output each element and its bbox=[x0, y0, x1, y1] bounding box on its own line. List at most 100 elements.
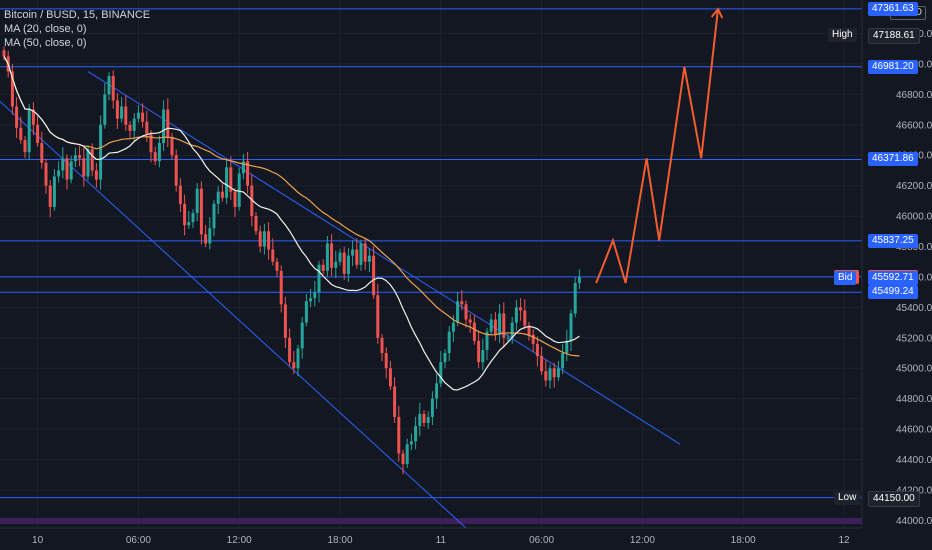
candle-body bbox=[443, 353, 447, 363]
candle-body bbox=[565, 340, 569, 354]
candle-body bbox=[73, 155, 77, 162]
candle-body bbox=[271, 249, 275, 262]
candle-body bbox=[409, 441, 413, 445]
candle-body bbox=[229, 167, 233, 192]
candle-body bbox=[388, 368, 392, 387]
trend-line bbox=[0, 100, 467, 529]
candle-body bbox=[472, 322, 476, 341]
ma20-legend[interactable]: MA (20, close, 0) bbox=[4, 23, 87, 35]
price-tag: 44150.00 bbox=[868, 490, 920, 507]
candle-body bbox=[540, 356, 544, 372]
candle-body bbox=[523, 310, 527, 326]
candle-body bbox=[510, 322, 514, 338]
price-tag: 46981.20 bbox=[868, 59, 918, 74]
candle-body bbox=[258, 231, 262, 247]
projection-path bbox=[595, 9, 719, 284]
candle-body bbox=[174, 155, 178, 186]
price-tick-label: 44800.00 bbox=[896, 394, 932, 405]
candle-body bbox=[120, 106, 124, 119]
candle-body bbox=[359, 243, 363, 265]
price-tag: 47361.63 bbox=[868, 1, 918, 16]
candle-body bbox=[115, 100, 119, 119]
candle-body bbox=[355, 249, 359, 265]
candle-body bbox=[78, 155, 82, 159]
candle-body bbox=[397, 416, 401, 454]
price-tick-label: 45000.00 bbox=[896, 364, 932, 375]
candle-body bbox=[241, 161, 245, 174]
time-tick-label: 10 bbox=[32, 535, 44, 546]
candle-body bbox=[418, 413, 422, 427]
price-tick-label: 46000.00 bbox=[896, 212, 932, 223]
price-tag: 46371.86 bbox=[868, 152, 918, 167]
candle-body bbox=[531, 334, 535, 344]
candle-body bbox=[94, 170, 98, 180]
candle-body bbox=[477, 340, 481, 363]
price-tag: 45592.71 bbox=[868, 271, 918, 286]
candle-body bbox=[325, 243, 329, 271]
candle-body bbox=[107, 76, 111, 95]
price-tag-name: High bbox=[828, 28, 857, 43]
candle-body bbox=[27, 109, 31, 153]
candle-body bbox=[422, 413, 426, 424]
price-tick-label: 46600.00 bbox=[896, 120, 932, 131]
candle-body bbox=[573, 283, 577, 314]
candle-body bbox=[498, 313, 502, 335]
candle-body bbox=[132, 118, 136, 131]
candle-body bbox=[456, 301, 460, 323]
candle-body bbox=[577, 276, 581, 284]
candle-body bbox=[439, 362, 443, 384]
trend-line bbox=[87, 71, 681, 445]
candle-body bbox=[351, 249, 355, 256]
candle-body bbox=[279, 270, 283, 305]
candle-body bbox=[367, 255, 371, 262]
candle-body bbox=[183, 203, 187, 226]
candle-body bbox=[401, 453, 405, 465]
candle-body bbox=[149, 133, 153, 153]
candle-body bbox=[82, 158, 86, 177]
candle-body bbox=[31, 109, 35, 125]
candle-body bbox=[338, 252, 342, 262]
candle-body bbox=[502, 313, 506, 338]
ma50-legend[interactable]: MA (50, close, 0) bbox=[4, 37, 87, 49]
symbol-title[interactable]: Bitcoin / BUSD, 15, BINANCE bbox=[4, 9, 151, 21]
candle-body bbox=[111, 76, 115, 101]
candle-body bbox=[552, 368, 556, 378]
candle-body bbox=[313, 292, 317, 299]
candle-body bbox=[346, 255, 350, 274]
candle-body bbox=[216, 191, 220, 204]
candle-body bbox=[145, 121, 149, 134]
candle-body bbox=[204, 234, 208, 244]
candle-body bbox=[527, 325, 531, 335]
candle-body bbox=[124, 106, 128, 125]
candle-body bbox=[250, 185, 254, 217]
candle-body bbox=[430, 398, 434, 417]
session-band bbox=[0, 518, 862, 524]
candles bbox=[2, 46, 581, 475]
candle-body bbox=[300, 322, 304, 349]
candle-body bbox=[157, 143, 161, 162]
time-tick-label: 06:00 bbox=[529, 535, 554, 546]
candle-body bbox=[103, 94, 107, 125]
candle-body bbox=[69, 161, 73, 180]
price-tag-name: Bid bbox=[834, 271, 857, 286]
candle-body bbox=[330, 243, 334, 268]
candle-body bbox=[52, 176, 56, 207]
candle-body bbox=[548, 368, 552, 381]
ma50-line bbox=[3, 56, 580, 357]
candle-body bbox=[262, 231, 266, 247]
time-tick-label: 12:00 bbox=[630, 535, 655, 546]
candle-body bbox=[65, 158, 69, 180]
candle-body bbox=[10, 71, 14, 107]
candle-body bbox=[19, 127, 23, 140]
candle-body bbox=[514, 307, 518, 323]
candle-body bbox=[464, 304, 468, 320]
candle-body bbox=[556, 368, 560, 378]
candle-body bbox=[414, 426, 418, 442]
candle-body bbox=[506, 337, 510, 339]
candle-body bbox=[393, 386, 397, 417]
candle-body bbox=[162, 109, 166, 144]
candle-body bbox=[220, 191, 224, 198]
price-tick-label: 45400.00 bbox=[896, 303, 932, 314]
